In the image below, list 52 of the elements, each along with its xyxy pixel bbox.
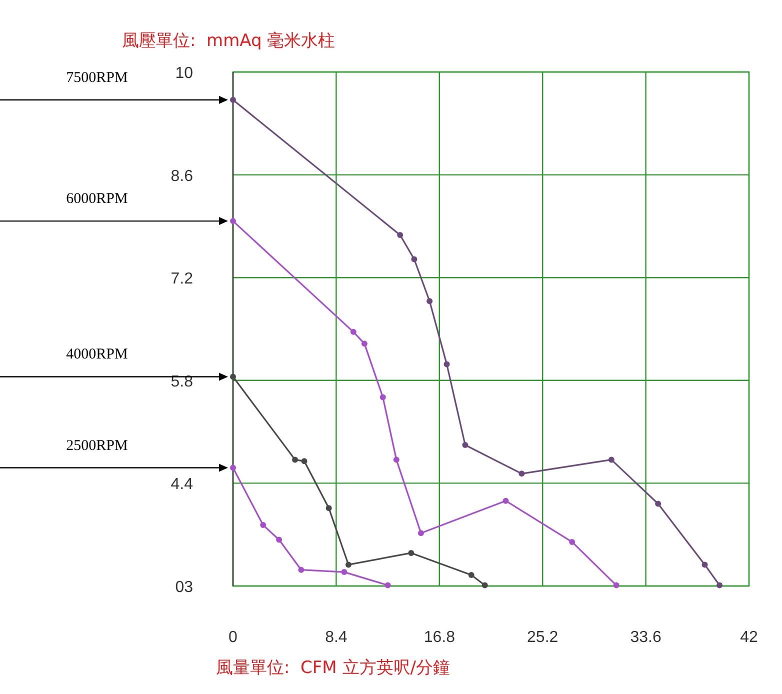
text: 4000RPM <box>66 346 128 363</box>
point <box>301 458 308 464</box>
point <box>397 232 404 238</box>
point <box>326 505 332 512</box>
point <box>613 582 620 588</box>
point <box>230 96 236 103</box>
text: 6000RPM <box>66 191 128 208</box>
point <box>655 500 662 507</box>
point <box>393 456 400 463</box>
x-axis-title: 風量單位: CFM 立方英呎/分鐘 <box>216 658 450 678</box>
text: 7500RPM <box>66 70 128 86</box>
y-axis-title: 風壓單位: mmAq 毫米水柱 <box>122 31 336 51</box>
point <box>569 538 576 545</box>
point <box>502 498 509 504</box>
point <box>380 394 386 400</box>
point <box>418 530 424 536</box>
point <box>426 298 433 304</box>
y-tick-label: 8.6 <box>170 168 194 185</box>
point <box>345 562 352 568</box>
y-tick-label: 5.8 <box>170 373 194 390</box>
point <box>716 582 723 588</box>
point <box>260 522 266 528</box>
point <box>608 456 614 463</box>
text: 2500RPM <box>66 438 128 454</box>
point <box>230 218 236 224</box>
y-tick-label: 10 <box>175 65 194 82</box>
x-tick-label: 16.8 <box>424 629 456 646</box>
y-tick-label: 4.4 <box>170 476 194 494</box>
point <box>341 569 348 576</box>
point <box>384 582 391 588</box>
x-tick-label: 25.2 <box>527 629 558 646</box>
x-tick-label: 33.6 <box>630 629 662 646</box>
point <box>462 442 468 448</box>
point <box>292 456 298 463</box>
x-tick-label: 0 <box>228 629 238 646</box>
point <box>298 566 304 573</box>
y-tick-label: 03 <box>175 579 194 596</box>
y-tick-label: 7.2 <box>170 270 194 288</box>
point <box>361 340 368 347</box>
x-tick-label: 8.4 <box>325 629 348 646</box>
x-tick-label: 42 <box>740 629 758 646</box>
point <box>408 550 414 556</box>
point <box>411 256 418 262</box>
point <box>350 328 356 335</box>
point <box>518 470 525 477</box>
point <box>230 374 236 380</box>
point <box>468 572 474 578</box>
point <box>230 464 236 471</box>
point <box>482 582 488 588</box>
point <box>702 562 708 568</box>
point <box>276 536 282 543</box>
point <box>444 361 450 368</box>
